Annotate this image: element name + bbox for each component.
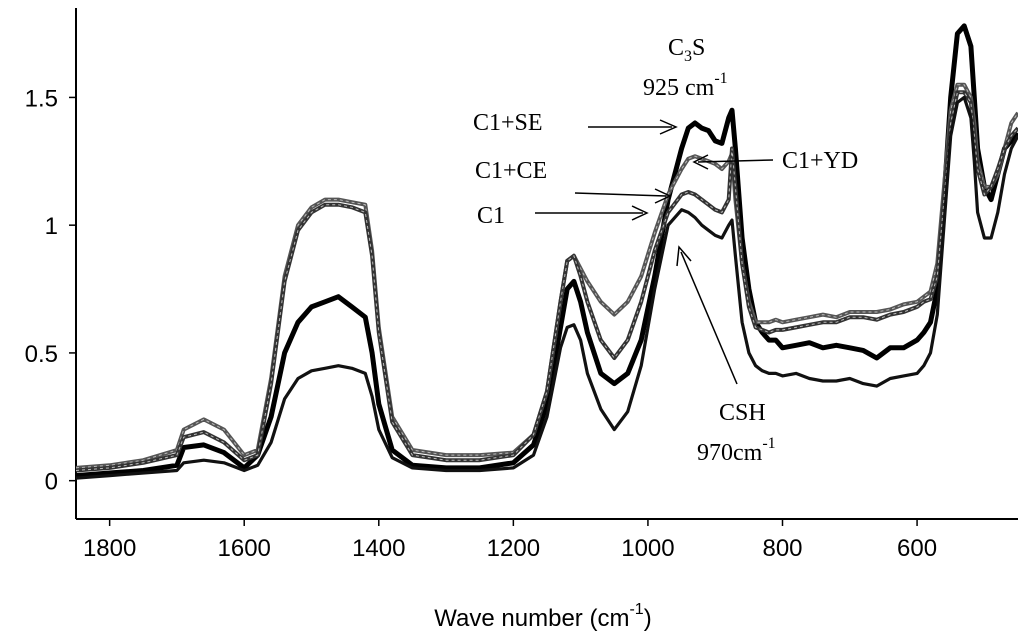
arrow-c1	[535, 205, 649, 221]
x-tick-label: 600	[897, 535, 937, 562]
arrow-c1-se	[588, 119, 678, 135]
y-tick-label: 0.5	[25, 341, 58, 368]
c3s-label: C3S	[668, 35, 705, 65]
x-tick-label: 1400	[352, 535, 405, 562]
y-tick-label: 0	[45, 469, 58, 496]
c3s-tail: S	[692, 35, 705, 61]
label-c1-se: C1+SE	[473, 110, 543, 136]
series-line-c1	[75, 95, 1018, 480]
y-tick-label: 1.5	[25, 85, 58, 112]
c3s-main: C	[668, 35, 684, 61]
x-axis-title-main: Wave number (cm	[434, 605, 629, 632]
label-c1: C1	[477, 203, 505, 229]
x-tick-label: 1600	[218, 535, 271, 562]
x-axis-title-sup: -1	[629, 601, 643, 618]
csh-value: 970cm	[697, 440, 763, 466]
label-c1-yd: C1+YD	[782, 148, 858, 174]
annotations: C3S 925 cm-1 CSH 970cm-1 C1+SE C1+CE C1 …	[473, 35, 858, 466]
label-c1-ce: C1+CE	[475, 158, 547, 184]
arrow-csh	[676, 245, 738, 385]
c3s-wavenumber: 925 cm-1	[643, 70, 728, 101]
y-tick-label: 1	[45, 213, 58, 240]
y-axis: 0 0.5 1 1.5	[25, 85, 76, 496]
csh-label: CSH	[719, 400, 766, 426]
csh-sup: -1	[762, 435, 775, 452]
x-tick-label: 800	[762, 535, 802, 562]
x-tick-label: 1000	[621, 535, 674, 562]
x-axis: 1800 1600 1400 1200 1000 800 600	[83, 519, 937, 562]
plot-area	[75, 8, 1018, 520]
series-line-inner-c1-ce	[75, 91, 1018, 471]
series-line-c1-se	[75, 23, 1018, 479]
series-layer	[75, 23, 1018, 480]
c3s-value: 925 cm	[643, 75, 715, 101]
x-axis-title-tail: )	[644, 605, 652, 632]
arrow-c1-ce	[574, 188, 672, 204]
x-tick-label: 1800	[83, 535, 136, 562]
c3s-sub: 3	[684, 48, 692, 65]
x-tick-label: 1200	[487, 535, 540, 562]
x-axis-title: Wave number (cm-1)	[434, 601, 651, 632]
c3s-sup: -1	[714, 70, 727, 87]
arrow-c1-yd	[692, 154, 774, 170]
csh-wavenumber: 970cm-1	[697, 435, 776, 466]
